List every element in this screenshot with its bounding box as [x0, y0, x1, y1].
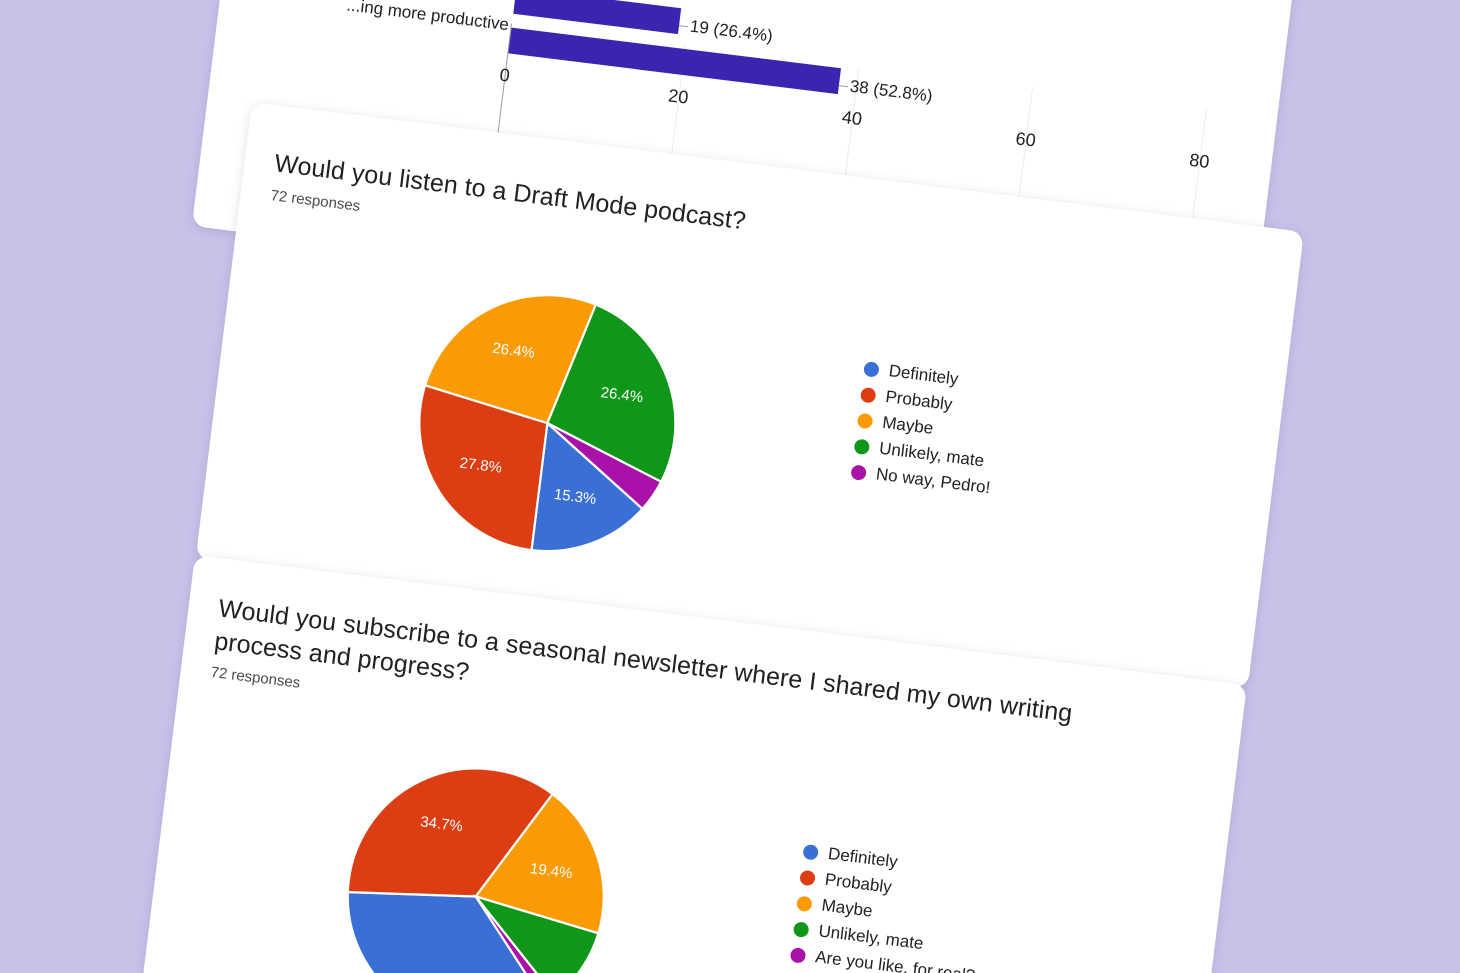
podcast-legend: Definitely Probably Maybe Unlikely, mate… — [849, 359, 1004, 505]
bar-rect-1 — [508, 27, 842, 95]
xtick-60: 60 — [1014, 128, 1037, 151]
legend-color-swatch-definitely — [863, 360, 880, 378]
legend-label: Definitely — [887, 361, 960, 389]
podcast-response-count: 72 responses — [269, 187, 362, 215]
newsletter-response-count: 72 responses — [209, 663, 302, 692]
pie-slice[interactable] — [473, 786, 616, 935]
pie-slice[interactable] — [464, 895, 566, 973]
legend-color-swatch-noway — [850, 463, 868, 481]
legend-label: Maybe — [820, 895, 874, 921]
newsletter-question-card: Would you subscribe to a seasonal newsle… — [137, 555, 1248, 973]
legend-label: Maybe — [881, 412, 935, 438]
legend-color-swatch-unlikely — [792, 920, 810, 938]
legend-color-swatch-maybe — [796, 894, 813, 912]
podcast-pie-chart: 15.3% 27.8% 26.4% 26.4% — [400, 275, 695, 570]
pie-slice[interactable] — [538, 422, 666, 511]
legend-color-swatch-probably — [859, 386, 877, 404]
legend-label: Definitely — [827, 843, 899, 872]
podcast-pie-svg: 15.3% 27.8% 26.4% 26.4% — [405, 281, 690, 563]
xtick-40: 40 — [840, 106, 864, 130]
pie-slice[interactable] — [465, 894, 601, 973]
pie-slice[interactable] — [334, 881, 558, 973]
xtick-20: 20 — [667, 85, 690, 108]
pie-slice-label: 27.8% — [459, 455, 503, 477]
legend-color-swatch-maybe — [856, 412, 874, 429]
pie-slice[interactable] — [405, 383, 550, 552]
bar-category-label-0: ...ing more productive — [345, 0, 511, 35]
legend-color-swatch-definitely — [802, 843, 820, 861]
newsletter-legend: Definitely Probably Maybe Unlikely, mate… — [789, 842, 989, 973]
pie-slice[interactable] — [530, 420, 652, 563]
bar-rect-0 — [513, 0, 682, 35]
pie-slice-label: 19.4% — [529, 860, 573, 882]
legend-color-swatch-forreal — [789, 946, 807, 964]
pie-slice-label: 26.4% — [600, 384, 644, 406]
bar-value-1: 38 (52.8%) — [848, 76, 934, 106]
pie-slice-label: 34.7% — [419, 813, 463, 835]
bar-value-0: 19 (26.4%) — [688, 16, 774, 46]
legend-label: Probably — [884, 386, 954, 415]
xtick-80: 80 — [1188, 149, 1211, 173]
pie-slice-label: 15.3% — [553, 486, 597, 508]
pie-slice[interactable] — [542, 301, 690, 484]
legend-label: Probably — [823, 869, 893, 897]
legend-color-swatch-unlikely — [853, 437, 871, 455]
pie-slice[interactable] — [346, 754, 555, 916]
newsletter-pie-chart: 34.7% 19.4% — [328, 749, 623, 973]
newsletter-pie-svg: 34.7% 19.4% — [334, 754, 616, 973]
xtick-0: 0 — [498, 64, 511, 86]
pie-slice[interactable] — [422, 281, 598, 428]
legend-color-swatch-probably — [799, 869, 816, 886]
pie-slice-label: 26.4% — [491, 340, 535, 362]
podcast-question-card: Would you listen to a Draft Mode podcast… — [195, 102, 1305, 689]
